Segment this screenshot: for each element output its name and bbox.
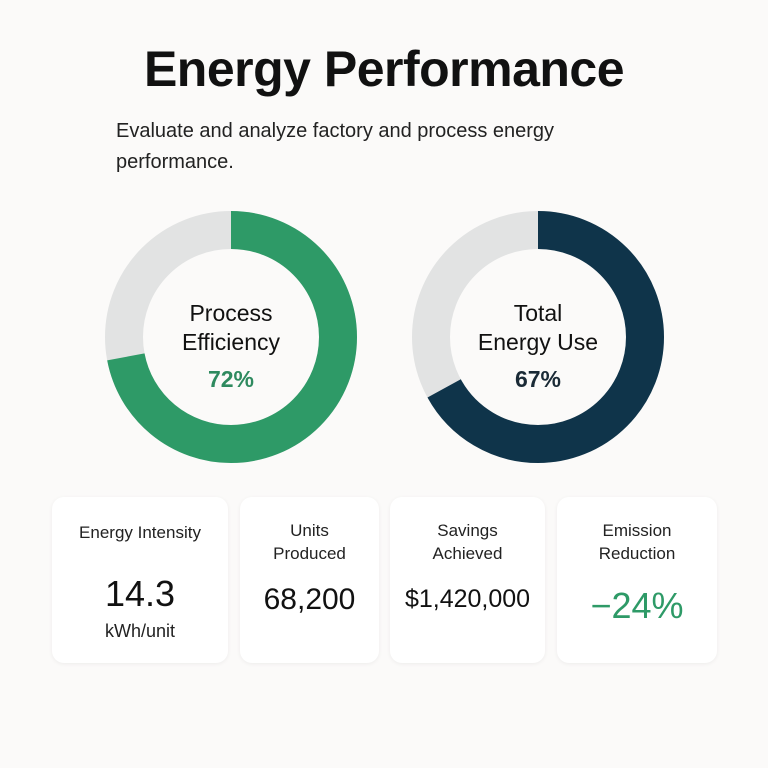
page-title: Energy Performance [143,41,625,97]
card-value: −24% [590,585,684,626]
card-unit: kWh/unit [104,621,176,641]
card-value: $1,420,000 [404,585,531,613]
donut-fill-arc [412,211,664,463]
total-energy-use-donut: Total Energy Use 67% [412,211,664,463]
units-produced-card: Units Produced 68,200 [240,497,379,663]
donut-label-line1: Total [513,300,563,326]
donut-value: 72% [207,366,255,392]
energy-intensity-card: Energy Intensity 14.3 kWh/unit [52,497,228,663]
card-label: Savings Achieved [432,521,503,563]
donut-label-line2: Efficiency [181,329,280,355]
emission-reduction-card: Emission Reduction −24% [557,497,717,663]
donut-chart [105,211,357,463]
card-value: 14.3 [104,573,176,614]
card-value: 68,200 [263,583,356,616]
card-label: Energy Intensity [79,523,201,542]
donut-label: Process Efficiency 72% [105,299,357,394]
donut-label-line1: Process [189,300,273,326]
donut-fill-arc [105,211,357,463]
donut-label: Total Energy Use 67% [412,299,664,394]
donut-chart [412,211,664,463]
card-label: Emission Reduction [598,521,676,563]
savings-achieved-card: Savings Achieved $1,420,000 [390,497,545,663]
process-efficiency-donut: Process Efficiency 72% [105,211,357,463]
donut-label-line2: Energy Use [477,329,599,355]
card-label: Units Produced [273,521,346,563]
donut-value: 67% [514,366,562,392]
page-subtitle: Evaluate and analyze factory and process… [116,120,555,173]
